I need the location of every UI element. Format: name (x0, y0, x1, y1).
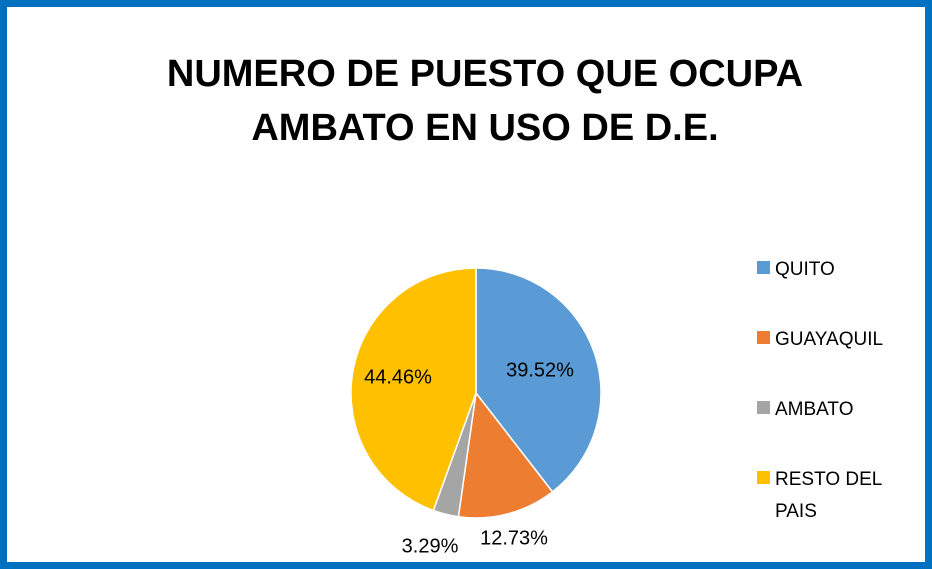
data-label: 12.73% (480, 527, 548, 549)
chart-title: NUMERO DE PUESTO QUE OCUPA AMBATO EN USO… (166, 53, 804, 149)
pie-slice (475, 267, 602, 493)
data-label: 39.52% (506, 359, 574, 381)
legend-label: GUAYAQUIL (775, 329, 884, 350)
data-label: 44.46% (364, 366, 432, 388)
legend-swatch (757, 261, 770, 274)
pie-slice (457, 391, 554, 519)
legend-item: AMBATO (757, 394, 905, 426)
pie-slice (350, 267, 477, 512)
legend-item: QUITO (757, 254, 905, 286)
legend-label: QUITO (775, 259, 835, 280)
legend-swatch (757, 331, 770, 344)
legend-swatch (757, 471, 770, 484)
legend-label: AMBATO (775, 399, 854, 420)
legend-item: RESTO DEL PAIS (757, 464, 905, 528)
data-label: 3.29% (402, 535, 459, 557)
legend-item: GUAYAQUIL (757, 324, 905, 356)
legend-swatch (757, 401, 770, 414)
legend-label: RESTO DEL PAIS (775, 469, 882, 522)
